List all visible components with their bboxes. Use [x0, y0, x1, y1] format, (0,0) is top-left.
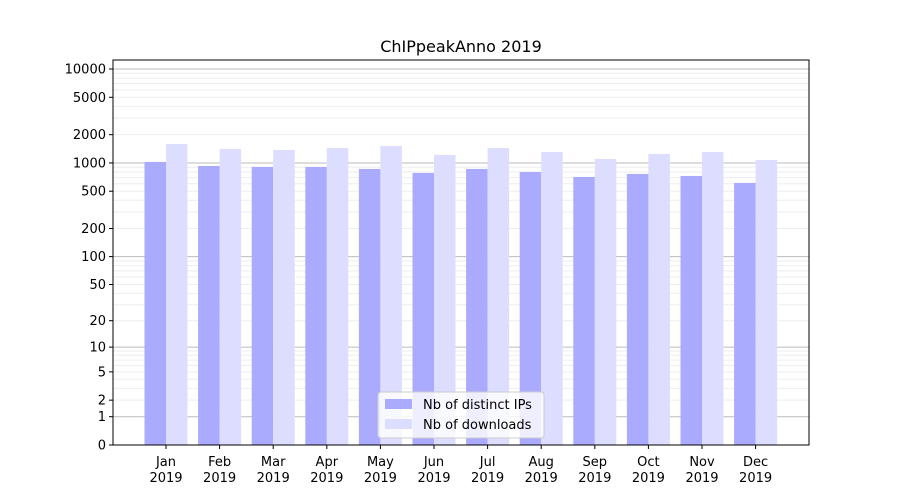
bar-distinct-ips	[144, 161, 166, 445]
y-tick-label: 2000	[73, 128, 106, 143]
y-tick-label: 0	[98, 439, 106, 454]
plot-frame	[112, 59, 810, 446]
bar-distinct-ips	[573, 176, 595, 445]
legend-label: Nb of distinct IPs	[423, 398, 532, 413]
x-tick-label: Nov 2019	[685, 455, 718, 486]
y-tick-label: 2	[98, 394, 106, 409]
x-tick-label: Dec 2019	[739, 455, 772, 486]
y-tick-label: 10	[89, 341, 106, 356]
x-tick-label: Jul 2019	[471, 455, 504, 486]
y-tick-label: 50	[89, 278, 106, 293]
y-tick-label: 5	[98, 365, 106, 380]
x-tick-label: Sep 2019	[578, 455, 611, 486]
bar-downloads	[219, 148, 242, 446]
y-tick-label: 1	[98, 410, 106, 425]
bar-downloads	[702, 151, 724, 445]
chart-title: ChIPpeakAnno 2019	[380, 37, 542, 56]
bar-distinct-ips	[734, 182, 756, 445]
y-tick-label: 100	[81, 250, 106, 265]
bar-downloads	[434, 154, 456, 445]
x-tick-label: Feb 2019	[203, 455, 236, 486]
bar-downloads	[166, 143, 188, 446]
bar-distinct-ips	[466, 168, 488, 446]
legend-label: Nb of downloads	[423, 418, 532, 433]
bar-downloads	[273, 149, 295, 445]
y-tick-label: 200	[81, 222, 106, 237]
bar-downloads	[594, 158, 617, 445]
bar-downloads	[326, 147, 349, 445]
x-tick-label: May 2019	[364, 455, 397, 486]
bar-distinct-ips	[305, 166, 327, 445]
legend: Nb of distinct IPs Nb of downloads	[377, 391, 545, 439]
legend-swatch	[385, 419, 412, 429]
bar-distinct-ips	[680, 175, 702, 445]
x-tick-label: Jun 2019	[417, 455, 450, 486]
y-tick-label: 5000	[73, 91, 106, 106]
bar-distinct-ips	[358, 168, 381, 446]
bar-distinct-ips	[198, 165, 220, 446]
y-tick-label: 1000	[73, 156, 106, 171]
bar-distinct-ips	[412, 172, 434, 445]
x-tick-label: Apr 2019	[310, 455, 343, 486]
y-tick-label: 10000	[65, 62, 106, 77]
bar-downloads	[541, 151, 563, 445]
x-tick-label: Jan 2019	[149, 455, 182, 486]
legend-swatch	[385, 399, 412, 409]
bar-downloads	[380, 145, 402, 445]
x-tick-label: Oct 2019	[632, 455, 665, 486]
bar-downloads	[755, 159, 778, 445]
x-tick-label: Mar 2019	[257, 455, 290, 486]
y-tick-label: 20	[89, 314, 106, 329]
bar-distinct-ips	[519, 171, 542, 446]
y-tick-label: 500	[81, 185, 106, 200]
bar-downloads	[487, 147, 510, 445]
bar-distinct-ips	[626, 173, 649, 445]
bar-downloads	[648, 153, 670, 446]
x-tick-label: Aug 2019	[525, 455, 558, 486]
bar-distinct-ips	[251, 166, 274, 445]
